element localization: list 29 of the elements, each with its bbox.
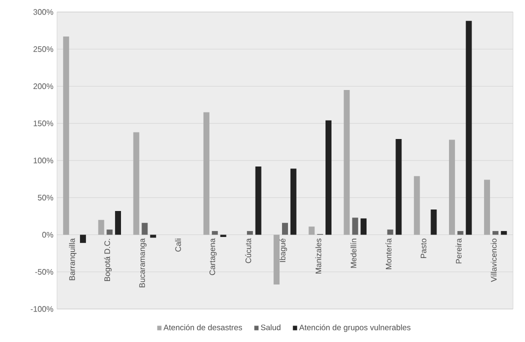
bar (484, 180, 490, 235)
bar (492, 231, 498, 235)
bar (414, 176, 420, 235)
bar (282, 222, 288, 235)
bar (80, 234, 86, 243)
bar (396, 138, 402, 235)
bar (387, 230, 394, 235)
bar (352, 218, 358, 235)
bar (142, 222, 148, 235)
bar (274, 234, 280, 284)
bar (203, 112, 210, 235)
bar (63, 36, 70, 235)
bar (457, 231, 464, 235)
bar (290, 168, 296, 235)
bar (98, 220, 104, 235)
bar (212, 231, 218, 235)
bar (326, 120, 332, 235)
bar (115, 210, 122, 235)
bar (500, 231, 507, 235)
bar (308, 226, 315, 235)
bar (344, 90, 350, 235)
bar (430, 210, 437, 235)
bar (133, 132, 140, 235)
bar (246, 231, 253, 235)
bar (360, 218, 367, 235)
bar (106, 230, 113, 235)
bar (448, 140, 455, 235)
bar (255, 166, 262, 235)
bar (466, 20, 472, 235)
